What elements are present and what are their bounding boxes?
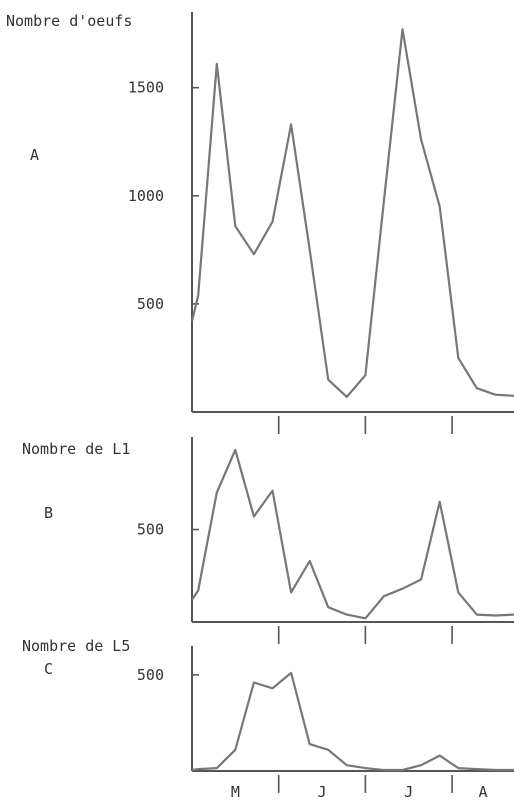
y-tick-label: 500: [137, 521, 164, 539]
panel-c-y-ticks: 500: [137, 666, 199, 684]
y-tick-label: 1000: [128, 187, 164, 205]
panel-b-series-line: [191, 448, 514, 620]
panel-a: Nombre d'oeufs A 500 1000 1500: [6, 12, 514, 434]
panel-c-x-ticks: [277, 775, 453, 793]
panel-b-y-ticks: 500: [137, 521, 199, 539]
month-label: J: [318, 783, 327, 801]
panel-a-series-line: [190, 28, 514, 398]
month-label: J: [404, 783, 413, 801]
panel-b-ylabel: Nombre de L1: [22, 440, 130, 458]
panel-b-letter: B: [44, 504, 53, 522]
panel-a-ylabel: Nombre d'oeufs: [6, 12, 132, 30]
panel-a-y-ticks: 500 1000 1500: [128, 79, 199, 313]
y-tick-label: 1500: [128, 79, 164, 97]
y-tick-label: 500: [137, 666, 164, 684]
panel-a-letter: A: [30, 146, 39, 164]
panel-c-series-line: [191, 671, 514, 772]
panel-b: Nombre de L1 B 500: [22, 437, 514, 644]
month-label: A: [479, 783, 488, 801]
panel-c-ylabel: Nombre de L5: [22, 637, 130, 655]
panel-b-x-ticks: [277, 626, 453, 644]
panel-a-x-ticks: [277, 416, 453, 434]
y-tick-label: 500: [137, 295, 164, 313]
panel-c-letter: C: [44, 660, 53, 678]
month-label: M: [231, 783, 240, 801]
panel-c: Nombre de L5 C 500: [22, 637, 514, 793]
